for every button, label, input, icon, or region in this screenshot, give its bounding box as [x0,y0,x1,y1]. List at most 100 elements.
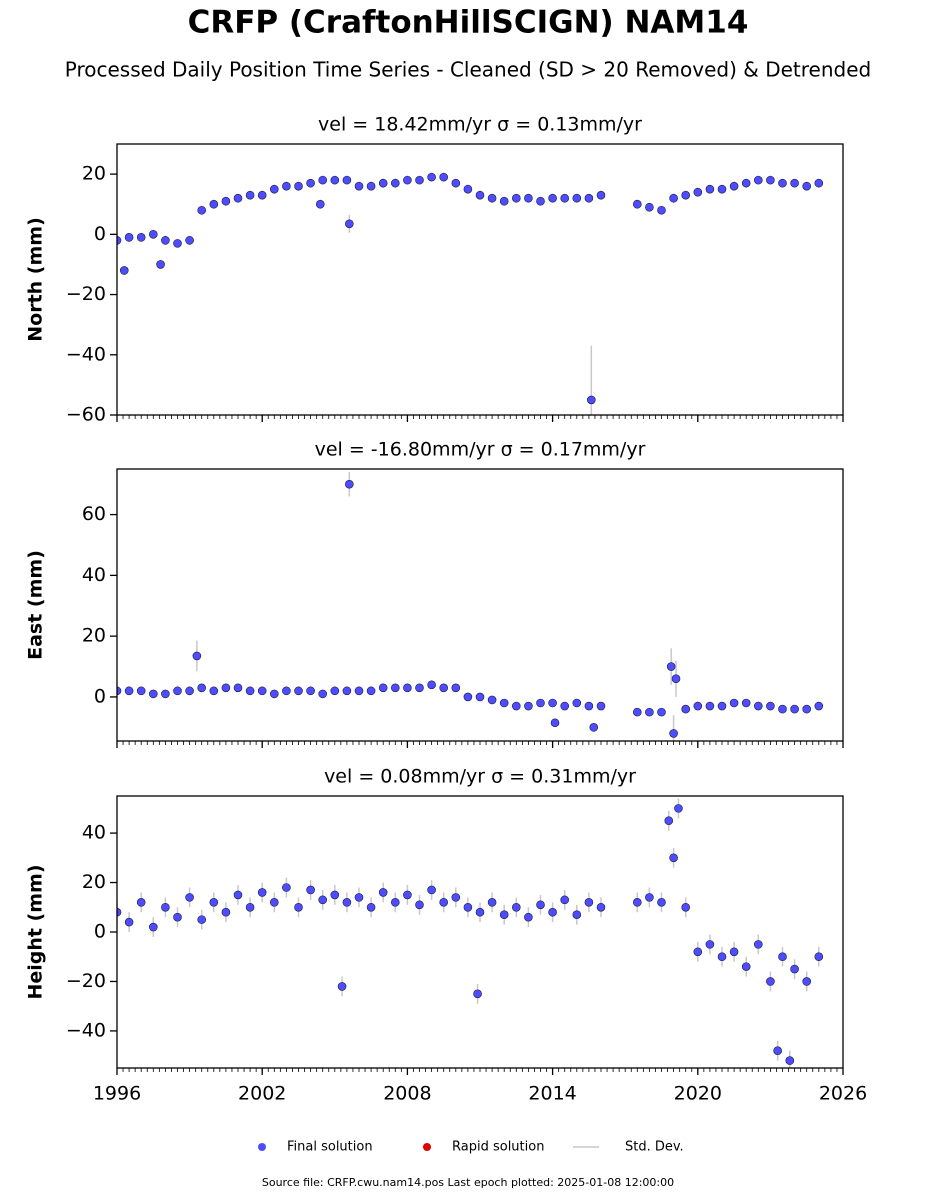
data-point [221,196,231,206]
data-point [156,260,165,269]
data-point [645,707,654,717]
data-point [693,947,703,957]
data-point [584,898,594,907]
data-point [390,898,400,907]
data-point [119,266,129,275]
data-point [439,898,449,907]
data-point [664,816,674,826]
data-point [345,479,354,489]
data-point [415,175,424,185]
data-point [511,701,521,711]
y-axis-label: East (mm) [25,550,47,660]
data-point [315,199,325,209]
data-point [390,178,400,188]
data-point [354,181,364,191]
data-point [814,178,824,188]
data-point [233,890,243,900]
data-point [785,1056,795,1065]
data-point [524,912,533,922]
data-point [136,233,146,242]
x-tick-label: 2014 [528,1083,576,1105]
y-tick-label: −40 [66,1019,106,1041]
panel-title: vel = -16.80mm/yr σ = 0.17mm/yr [315,439,646,461]
data-point [753,701,763,711]
data-point [294,902,303,912]
data-point [766,977,775,986]
data-point [161,689,170,699]
data-point [117,686,122,696]
data-point [645,202,654,212]
data-point [192,651,202,661]
data-point [161,236,170,245]
data-point [475,190,485,200]
data-point [657,707,666,717]
y-tick-label: −60 [66,404,106,426]
legend-marker [423,1143,431,1151]
data-point [669,729,678,738]
data-point [173,686,182,696]
data-point [536,196,545,206]
data-point [645,893,654,902]
data-point [197,683,206,693]
data-point [596,701,606,711]
data-point [378,888,388,897]
data-point [511,193,521,203]
y-tick-label: 20 [82,163,106,185]
data-point [693,701,703,711]
data-point [681,704,691,714]
data-point [136,686,146,696]
data-point [766,175,775,185]
data-point [149,230,158,239]
data-point [185,686,194,696]
data-point [681,902,691,912]
data-point [330,890,340,900]
data-point [487,193,497,203]
data-point [366,902,376,912]
data-point [197,205,206,215]
data-point [741,962,751,971]
data-point [560,193,570,203]
data-point [306,686,315,696]
data-point [173,912,182,922]
data-point [802,977,812,986]
plot-area [117,472,824,741]
data-point [403,683,412,693]
y-axis-label: Height (mm) [25,864,47,999]
data-point [403,175,412,185]
data-point [596,902,606,912]
data-point [524,701,533,711]
data-point [499,910,509,919]
data-point [666,662,676,671]
data-point [282,686,291,696]
data-point [463,902,473,912]
data-point [669,193,678,203]
data-point [584,701,594,711]
data-point [632,898,642,907]
data-point [548,698,557,708]
marks [117,472,824,741]
data-point [475,907,485,917]
data-point [439,683,449,693]
x-tick-label: 1996 [93,1083,141,1105]
data-point [269,689,279,699]
data-point [245,902,255,912]
data-point [473,989,482,999]
data-point [802,181,812,191]
data-point [306,178,315,188]
y-tick-label: 20 [82,625,106,647]
marks [117,172,824,415]
data-point [330,175,340,185]
data-point [257,190,267,200]
data-point [342,686,352,696]
data-point [233,193,243,203]
data-point [548,907,557,917]
data-point [221,907,231,917]
data-point [753,940,763,949]
data-point [117,236,122,245]
data-point [354,893,364,902]
y-axis-label: North (mm) [25,217,47,342]
data-point [390,683,400,693]
data-point [245,686,255,696]
data-point [729,181,739,191]
